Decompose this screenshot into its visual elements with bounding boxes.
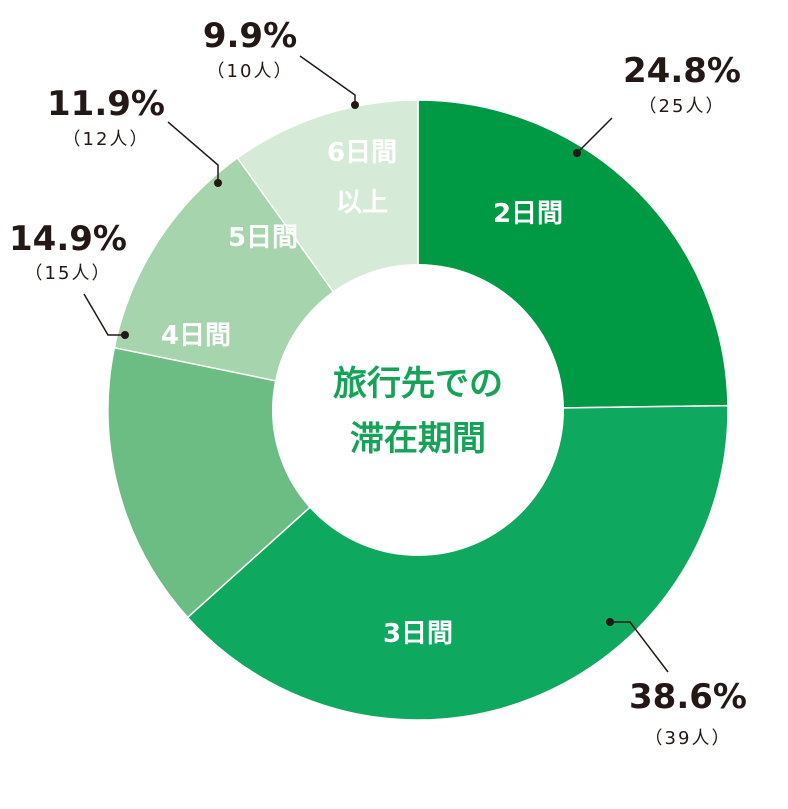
percent-label-2days: 24.8% (623, 51, 741, 91)
count-label-5days: （12人） (63, 129, 150, 150)
slice-label-4days: 4日間 (161, 321, 231, 351)
donut-hole (272, 264, 564, 556)
count-label-3days: （39人） (645, 728, 732, 749)
leader-dot (351, 101, 359, 109)
leader-line-5days (167, 121, 219, 183)
leader-dot (606, 618, 614, 626)
percent-label-4days: 14.9% (9, 219, 127, 259)
percent-label-5days: 11.9% (47, 84, 165, 124)
leader-dots (121, 101, 614, 626)
slice-3-3日間 (186, 404, 729, 721)
leader-dot (121, 331, 129, 339)
count-label-4days: （15人） (25, 263, 112, 284)
percent-label-6days: 9.9% (203, 16, 297, 56)
center-label-line2: 滞在期間 (350, 419, 486, 459)
slice-label-2days: 2日間 (493, 199, 563, 229)
count-label-6days: （10人） (207, 61, 294, 82)
count-label-2days: （25人） (639, 96, 726, 117)
center-label-line1: 旅行先での (333, 364, 503, 404)
slice-label-6days-or-more: 6日間以上 (326, 138, 398, 218)
leader-dot (214, 179, 222, 187)
slice-label-5days: 5日間 (228, 223, 298, 253)
leader-lines (83, 55, 669, 673)
leader-line-3days (610, 621, 669, 673)
slice-label-3days: 3日間 (383, 619, 453, 649)
leader-dot (573, 149, 581, 157)
leader-line-2days (576, 117, 613, 154)
leader-line-6days (299, 55, 356, 105)
leader-line-4days (83, 293, 125, 336)
percent-label-3days: 38.6% (629, 677, 747, 717)
